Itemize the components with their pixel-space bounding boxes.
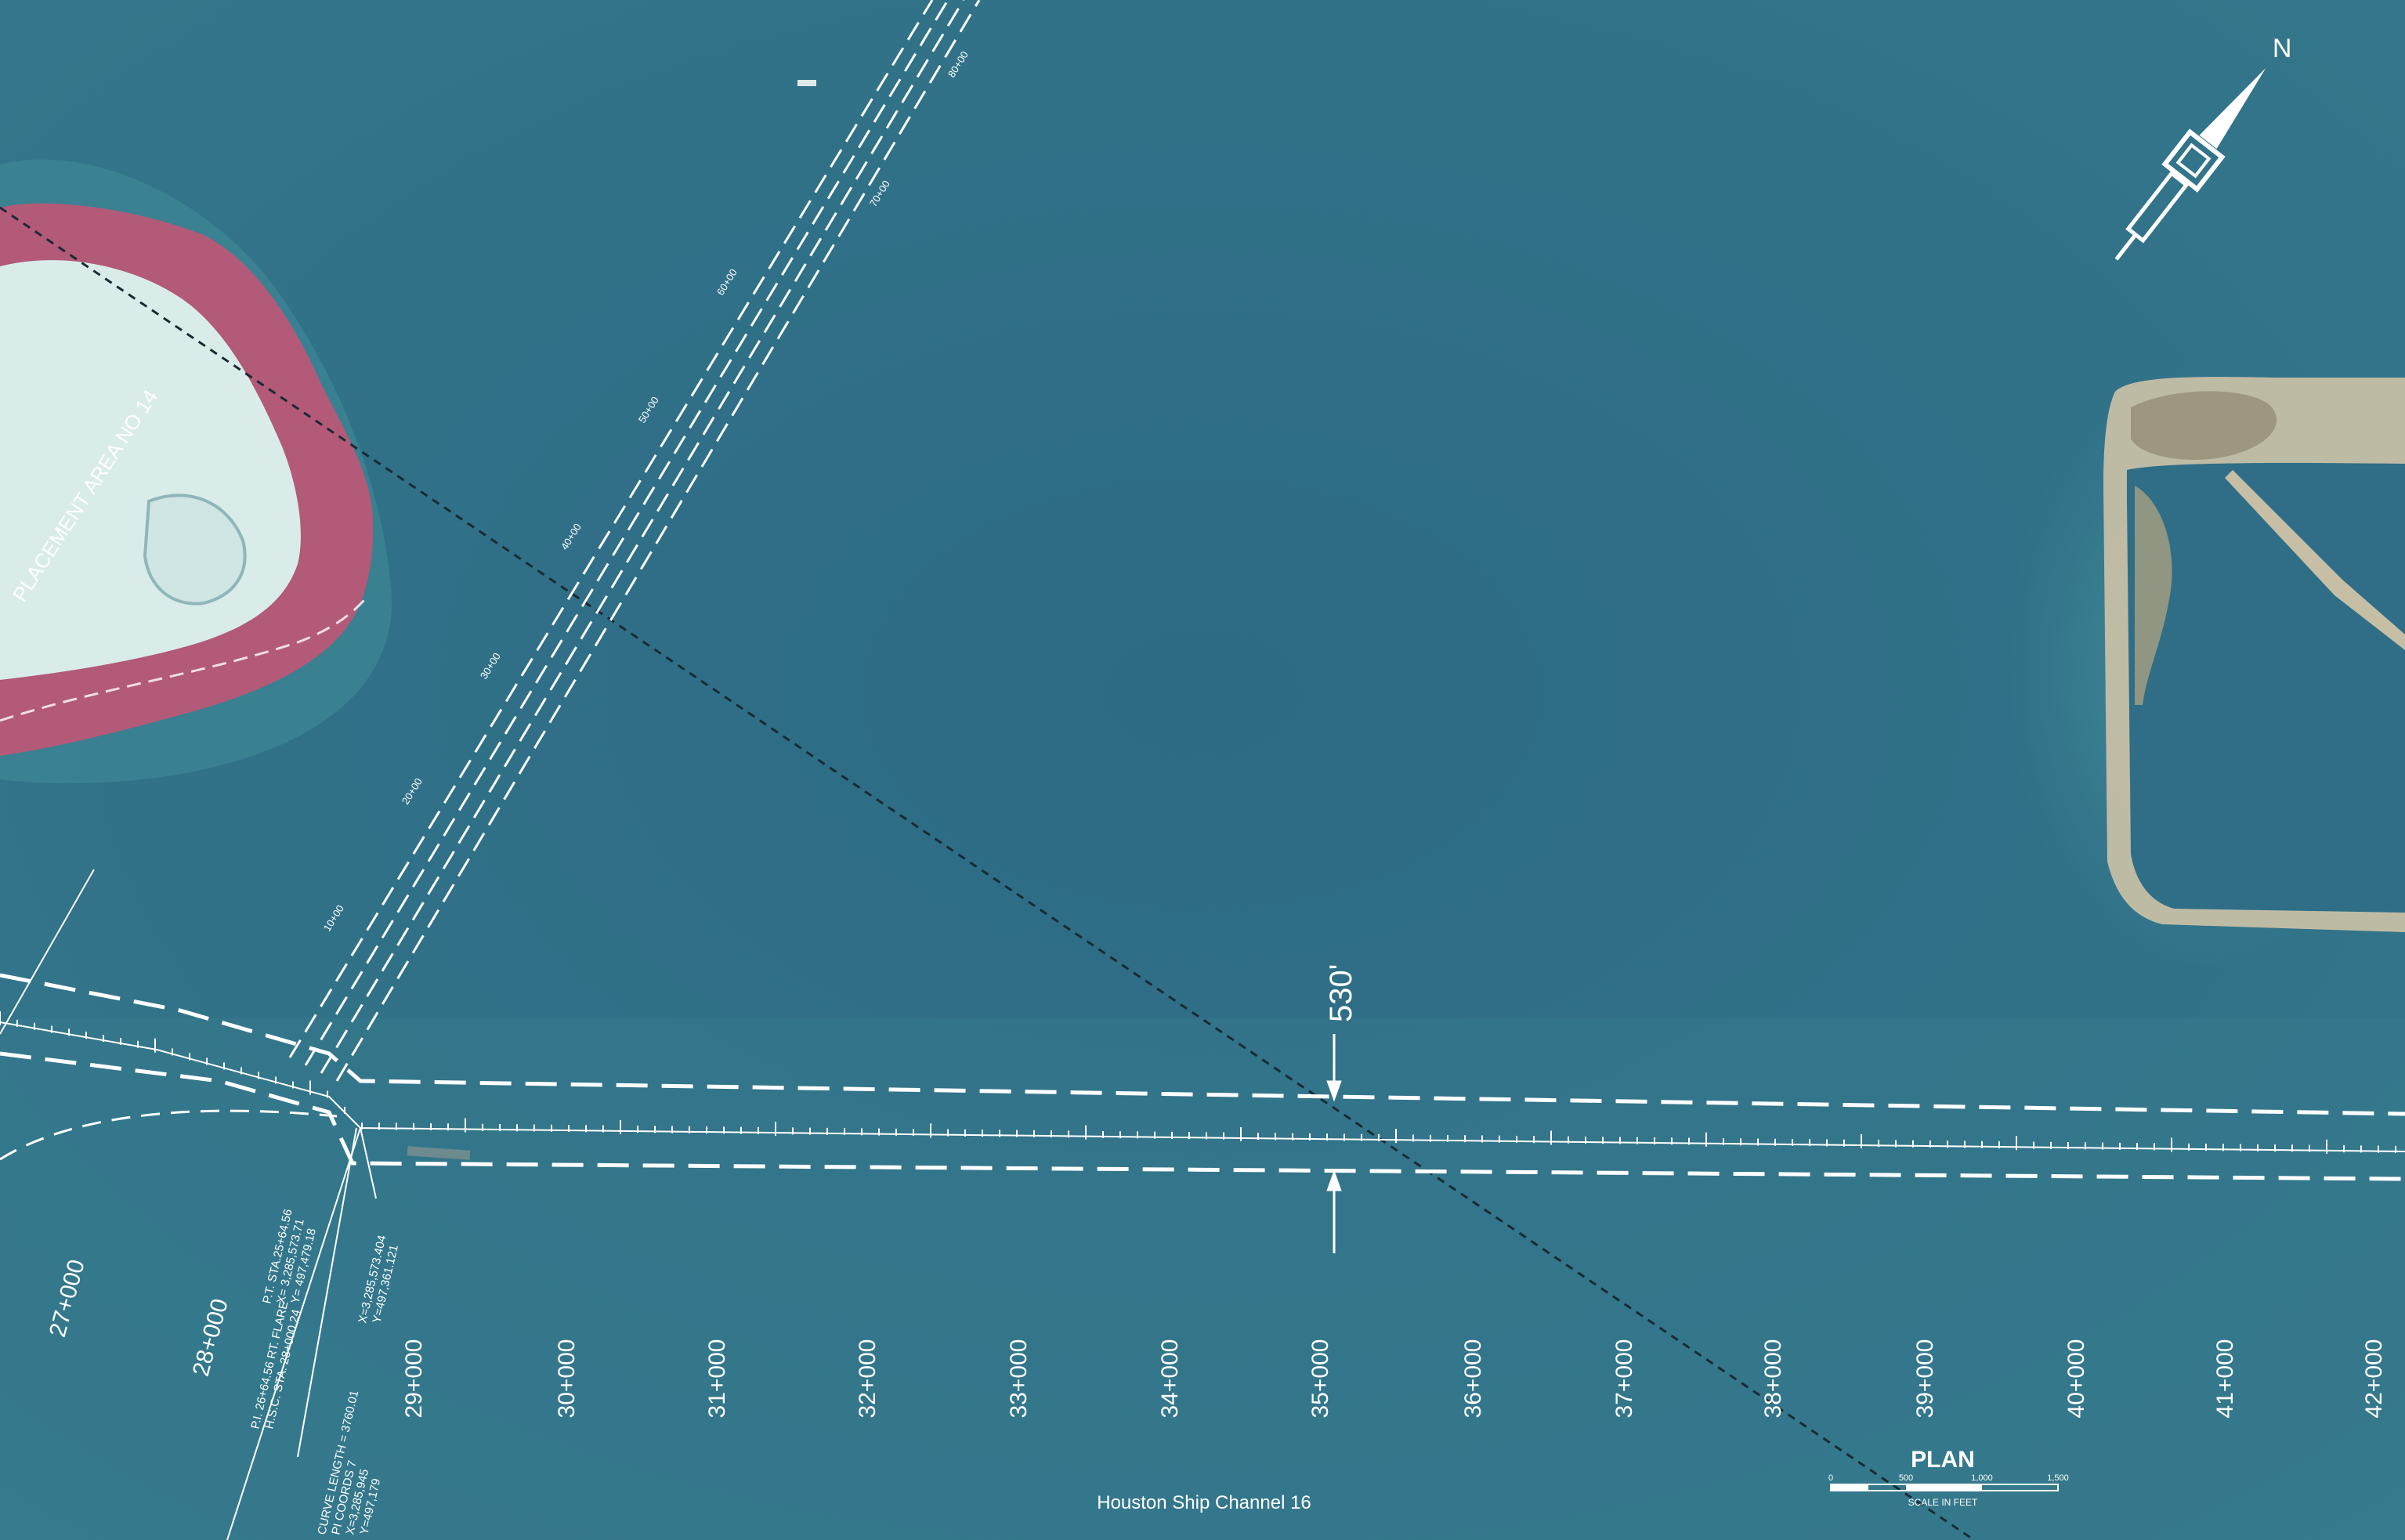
scale-tick-label: 1,000 <box>1971 1473 1993 1483</box>
dike-inner-pool <box>2127 462 2405 913</box>
station-label: 39+000 <box>1912 1339 1938 1419</box>
island-levee <box>0 595 370 722</box>
station-label: 31+000 <box>704 1339 730 1419</box>
station-label: 35+000 <box>1307 1339 1333 1419</box>
scale-caption: SCALE IN FEET <box>1908 1497 1978 1508</box>
sheet-title: Houston Ship Channel 16 <box>1097 1492 1311 1513</box>
station-label: 42+000 <box>2361 1339 2387 1419</box>
channel-centerline <box>0 1021 2405 1152</box>
channel-width-dimension: 530' <box>1324 964 1358 1253</box>
scale-tick-label: 0 <box>1828 1473 1833 1483</box>
station-label: 40+000 <box>2063 1339 2089 1419</box>
pipeline-leaders <box>0 869 377 1540</box>
scale-bar: 0 500 1,000 1,500 <box>1828 1473 2069 1491</box>
north-arrow-label: N <box>2273 34 2292 63</box>
dike-spit <box>2225 470 2405 650</box>
ship-channel <box>0 973 2405 1181</box>
dike-inner-bank <box>2135 486 2172 705</box>
channel-north-toe <box>0 973 2405 1116</box>
station-label: 29+000 <box>401 1339 427 1419</box>
placement-area-island: PLACEMENT AREA NO 14 <box>0 159 392 783</box>
station-label: 38+000 <box>1760 1339 1786 1419</box>
right-dike-island <box>1998 365 2405 971</box>
barge <box>407 1146 471 1160</box>
scale-tick-label: 1,500 <box>2047 1473 2069 1483</box>
boat <box>797 80 816 86</box>
dike-north-sand <box>2131 391 2277 461</box>
water-lower-tint <box>0 1018 2405 1540</box>
north-arrow: N <box>2114 34 2292 261</box>
station-label: 36+000 <box>1460 1339 1486 1419</box>
station-label: 33+000 <box>1006 1339 1032 1419</box>
scale-tick-label: 500 <box>1899 1473 1913 1483</box>
island-pond <box>143 493 247 606</box>
centerline-ticks <box>0 1011 2396 1154</box>
station-label: 32+000 <box>855 1339 881 1419</box>
pipeline-corridor <box>288 0 981 1082</box>
channel-width-label: 530' <box>1324 964 1358 1022</box>
channel-south-toe <box>0 1051 2405 1181</box>
plan-label: PLAN <box>1911 1447 1975 1473</box>
station-label: 34+000 <box>1157 1339 1183 1419</box>
reference-line <box>0 206 1975 1540</box>
channel-station-labels: 27+000 28+000 29+000 30+000 31+000 32+000 33+0… <box>45 1257 2387 1419</box>
station-label: 41+000 <box>2212 1339 2238 1419</box>
station-label: 37+000 <box>1611 1339 1637 1419</box>
flare-curve <box>0 1109 338 1161</box>
station-label: 30+000 <box>554 1339 580 1419</box>
